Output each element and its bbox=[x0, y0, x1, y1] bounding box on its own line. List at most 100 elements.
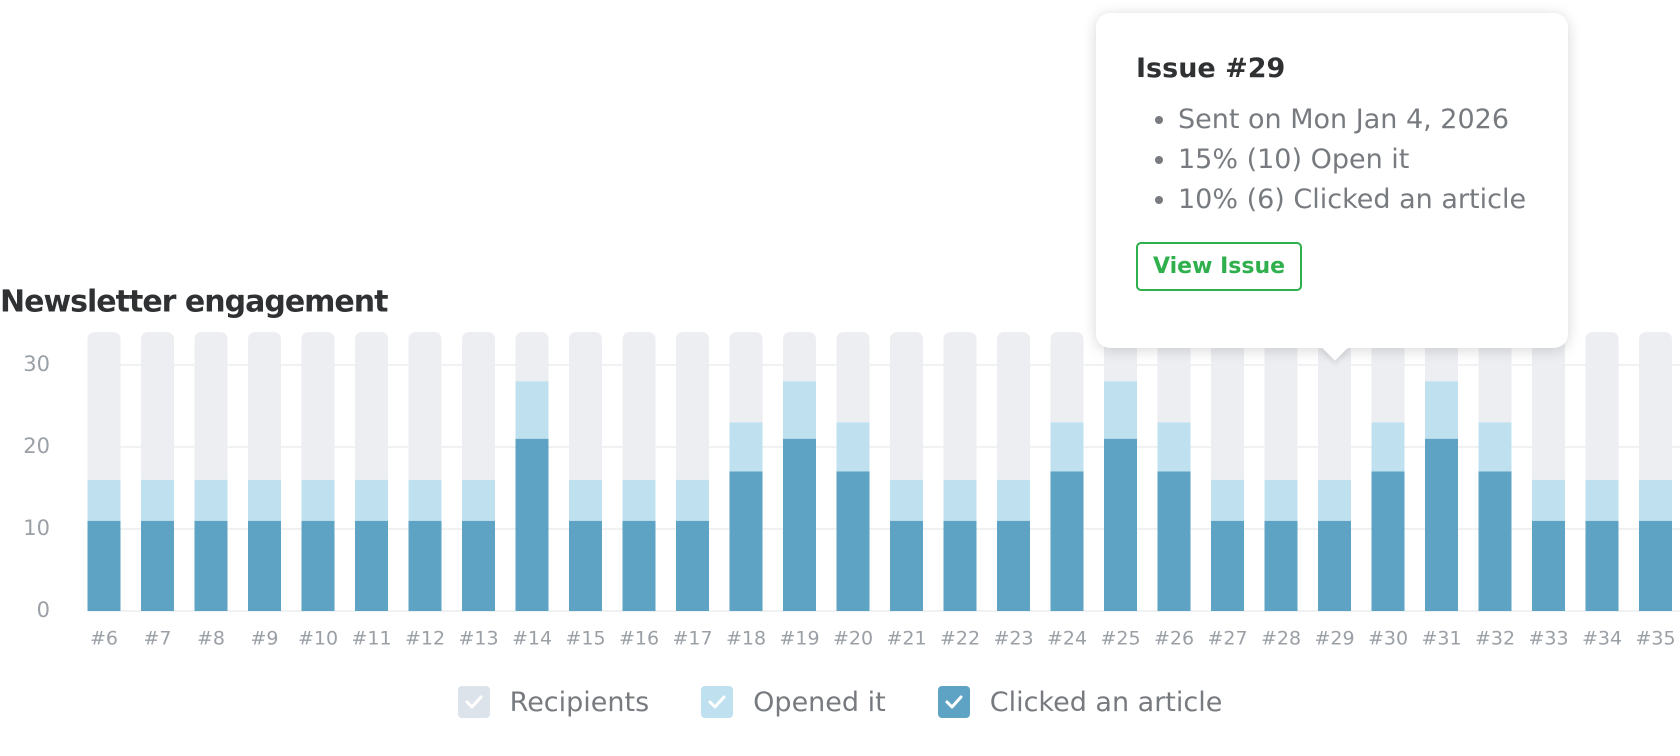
legend-checkbox[interactable] bbox=[701, 686, 734, 718]
bar-segment bbox=[1050, 332, 1084, 423]
bar-segment bbox=[890, 479, 923, 521]
bar-segment bbox=[836, 471, 870, 611]
x-tick-label: #16 bbox=[619, 628, 659, 650]
bar-segment bbox=[248, 479, 281, 521]
y-tick-label: 30 bbox=[23, 352, 50, 376]
bar-segment bbox=[1264, 479, 1298, 521]
bar-segment bbox=[301, 520, 335, 611]
bar-segment bbox=[408, 332, 442, 480]
legend-label: Opened it bbox=[753, 686, 886, 718]
y-tick-label: 10 bbox=[23, 516, 50, 540]
legend-item[interactable]: Recipients bbox=[457, 686, 649, 718]
bar-segment bbox=[1318, 520, 1351, 611]
bar-segment bbox=[248, 332, 281, 480]
legend-item[interactable]: Clicked an article bbox=[937, 686, 1222, 718]
view-issue-button[interactable]: View Issue bbox=[1136, 242, 1303, 291]
check-icon bbox=[945, 695, 963, 709]
bar-segment bbox=[141, 332, 174, 480]
x-tick-label: #20 bbox=[833, 628, 873, 650]
y-tick-label: 0 bbox=[37, 598, 50, 622]
bar-segment bbox=[301, 479, 335, 521]
bar-segment bbox=[248, 520, 281, 611]
x-tick-label: #34 bbox=[1582, 628, 1622, 650]
bar-segment bbox=[1211, 479, 1244, 521]
bar-segment bbox=[997, 332, 1030, 480]
x-tick-label: #9 bbox=[250, 628, 278, 650]
bar-segment bbox=[783, 332, 816, 382]
x-tick-label: #17 bbox=[672, 628, 712, 650]
bar-segment bbox=[1050, 422, 1084, 472]
bar-segment bbox=[997, 520, 1030, 611]
bar-segment bbox=[462, 479, 495, 521]
bar-segment bbox=[622, 479, 656, 521]
bar-segment bbox=[355, 520, 388, 611]
bar-segment bbox=[676, 520, 709, 611]
legend-checkbox[interactable] bbox=[457, 686, 490, 718]
check-icon bbox=[465, 695, 483, 709]
bar-segment bbox=[1157, 422, 1191, 472]
x-tick-label: #12 bbox=[405, 628, 445, 650]
bar-segment bbox=[194, 332, 228, 480]
bar-segment bbox=[1532, 520, 1565, 611]
y-tick-label: 20 bbox=[23, 434, 50, 458]
bar-segment bbox=[1264, 332, 1298, 480]
bar-segment bbox=[87, 479, 121, 521]
x-tick-label: #21 bbox=[886, 628, 926, 650]
bar-segment bbox=[355, 479, 388, 521]
bar-segment bbox=[676, 332, 709, 480]
bar-segment bbox=[890, 332, 923, 480]
bar-segment bbox=[729, 471, 763, 611]
chart: Newsletter engagement 0 10 20 30 #6 #7 #8 #9 #10… bbox=[0, 285, 1680, 650]
bar-segment bbox=[569, 520, 602, 611]
x-tick-label: #13 bbox=[458, 628, 498, 650]
x-tick-label: #14 bbox=[512, 628, 552, 650]
bar-segment bbox=[87, 332, 121, 480]
tooltip: Issue #29 Sent on Mon Jan 4, 2026 15% (1… bbox=[1096, 13, 1568, 361]
x-tick-label: #18 bbox=[726, 628, 766, 650]
bar-segment bbox=[1371, 471, 1405, 611]
bar-segment bbox=[622, 520, 656, 611]
x-tick-label: #33 bbox=[1528, 628, 1568, 650]
bar-segment bbox=[1157, 332, 1191, 423]
chart-title: Newsletter engagement bbox=[0, 285, 388, 320]
bar-segment bbox=[943, 332, 977, 480]
bar-segment bbox=[729, 332, 763, 423]
x-tick-label: #32 bbox=[1475, 628, 1515, 650]
bar-segment bbox=[1532, 479, 1565, 521]
bar-segment bbox=[1478, 332, 1512, 423]
bar-segment bbox=[676, 479, 709, 521]
bar-segment bbox=[1639, 332, 1672, 480]
legend-item[interactable]: Opened it bbox=[701, 686, 886, 718]
bar-segment bbox=[1318, 479, 1351, 521]
bar-segment bbox=[1585, 479, 1619, 521]
x-tick-label: #10 bbox=[298, 628, 338, 650]
x-tick-label: #8 bbox=[197, 628, 225, 650]
bar-segment bbox=[997, 479, 1030, 521]
legend: Recipients Opened it Clicked an article bbox=[0, 686, 1680, 718]
bar-segment bbox=[622, 332, 656, 480]
bar-segment bbox=[1050, 471, 1084, 611]
bar-segment bbox=[1478, 471, 1512, 611]
bar-segment bbox=[836, 422, 870, 472]
bar-segment bbox=[890, 520, 923, 611]
x-tick-label: #27 bbox=[1207, 628, 1247, 650]
bar-segment bbox=[836, 332, 870, 423]
bar-segment bbox=[515, 332, 549, 382]
x-tick-label: #19 bbox=[779, 628, 819, 650]
bar-segment bbox=[408, 479, 442, 521]
x-tick-label: #24 bbox=[1047, 628, 1087, 650]
x-tick-label: #31 bbox=[1421, 628, 1461, 650]
bar-segment bbox=[301, 332, 335, 480]
x-tick-label: #26 bbox=[1154, 628, 1194, 650]
bar-segment bbox=[1639, 520, 1672, 611]
bar-segment bbox=[1585, 520, 1619, 611]
bar-segment bbox=[1157, 471, 1191, 611]
tooltip-title: Issue #29 bbox=[1136, 53, 1286, 84]
bar-segment bbox=[1585, 332, 1619, 480]
legend-checkbox[interactable] bbox=[937, 686, 970, 718]
bar-segment bbox=[1211, 332, 1244, 480]
x-tick-label: #29 bbox=[1314, 628, 1354, 650]
x-tick-label: #35 bbox=[1635, 628, 1675, 650]
bar-segment bbox=[1639, 479, 1672, 521]
bar-segment bbox=[1318, 332, 1351, 480]
